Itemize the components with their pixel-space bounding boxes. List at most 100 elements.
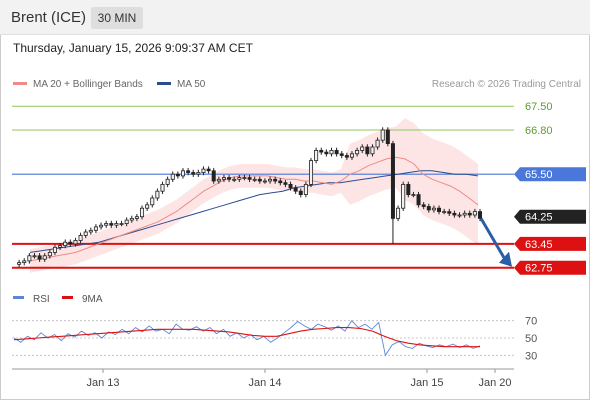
candle-body bbox=[124, 219, 129, 224]
candle-body bbox=[268, 178, 273, 182]
x-tick-label: Jan 14 bbox=[248, 377, 281, 389]
level-label-62.75: 62.75 bbox=[525, 263, 553, 275]
rsi-tick-70: 70 bbox=[525, 316, 537, 328]
candle-body bbox=[88, 229, 93, 233]
ma20-swatch-icon bbox=[13, 81, 27, 85]
rsi-legend-label: RSI bbox=[33, 294, 50, 305]
rsi-legend-swatch-icon bbox=[13, 296, 24, 299]
bollinger-band-area bbox=[30, 118, 478, 273]
candle-body bbox=[63, 241, 68, 246]
x-tick-label: Jan 13 bbox=[86, 377, 119, 389]
level-tag-63.45 bbox=[514, 236, 586, 251]
candle-body bbox=[319, 149, 324, 153]
timestamp: Thursday, January 15, 2026 9:09:37 AM CE… bbox=[13, 41, 253, 55]
candle-body bbox=[227, 177, 232, 180]
candle-body bbox=[73, 240, 78, 245]
candle-body bbox=[283, 182, 288, 185]
candle-body bbox=[78, 234, 83, 241]
candle-body bbox=[375, 139, 380, 148]
legend-ma50: MA 50 bbox=[157, 79, 205, 90]
candle-body bbox=[58, 245, 63, 248]
candle-body bbox=[27, 255, 32, 262]
level-tag-62.75 bbox=[514, 260, 586, 275]
level-tag-65.50 bbox=[514, 167, 586, 182]
candle-body bbox=[83, 231, 88, 236]
candle-body bbox=[365, 146, 370, 155]
rsi-series-rsi bbox=[13, 319, 481, 357]
candle-body bbox=[150, 197, 155, 206]
level-label-67.50: 67.50 bbox=[525, 101, 553, 113]
candle-body bbox=[339, 153, 344, 156]
x-tick-label: Jan 20 bbox=[478, 377, 511, 389]
candle-body bbox=[119, 223, 124, 225]
candle-body bbox=[437, 207, 442, 212]
rsi-tick-30: 30 bbox=[525, 350, 537, 362]
candle-body bbox=[370, 146, 375, 155]
candle-body bbox=[109, 223, 114, 226]
legend-ma20-label: MA 20 + Bollinger Bands bbox=[33, 79, 143, 90]
candle-body bbox=[431, 207, 436, 211]
candle-body bbox=[401, 183, 406, 209]
candle-body bbox=[349, 153, 354, 158]
candle-body bbox=[309, 160, 314, 185]
candle-body bbox=[186, 170, 191, 173]
candle-body bbox=[134, 216, 139, 219]
candle-body bbox=[155, 190, 160, 199]
candle-body bbox=[355, 149, 360, 155]
candle-body bbox=[257, 178, 262, 182]
candle-body bbox=[472, 211, 477, 216]
candle-body bbox=[170, 173, 175, 180]
candle-body bbox=[165, 178, 170, 185]
ma9-legend-swatch-icon bbox=[62, 296, 73, 299]
candle-body bbox=[329, 149, 334, 155]
candle-body bbox=[298, 190, 303, 195]
candle-body bbox=[344, 155, 349, 158]
candle-body bbox=[421, 204, 426, 207]
candle-body bbox=[314, 149, 319, 161]
candle-body bbox=[242, 177, 247, 180]
legend-ma20: MA 20 + Bollinger Bands bbox=[13, 79, 143, 90]
legend-ma50-label: MA 50 bbox=[177, 79, 206, 90]
candle-body bbox=[93, 226, 98, 231]
candle-body bbox=[273, 178, 278, 182]
candle-body bbox=[201, 168, 206, 173]
candle-body bbox=[477, 211, 482, 219]
candle-body bbox=[221, 177, 226, 180]
candle-body bbox=[114, 223, 119, 226]
candle-body bbox=[252, 178, 257, 181]
candle-body bbox=[457, 214, 462, 217]
candle-body bbox=[293, 187, 298, 192]
candle-body bbox=[206, 168, 211, 172]
rsi-tick-50: 50 bbox=[525, 333, 537, 345]
candle-body bbox=[22, 260, 27, 263]
candle-body bbox=[426, 206, 431, 211]
candle-body bbox=[442, 211, 447, 214]
level-tag-64.25 bbox=[514, 209, 586, 224]
candle-body bbox=[68, 241, 73, 245]
level-label-66.80: 66.80 bbox=[525, 125, 553, 137]
candle-body bbox=[17, 262, 22, 265]
candle-body bbox=[303, 183, 308, 195]
ma50-line bbox=[29, 170, 479, 253]
candle-body bbox=[52, 246, 57, 253]
candle-body bbox=[406, 183, 411, 195]
candle-body bbox=[462, 212, 467, 216]
candle-body bbox=[334, 149, 339, 155]
ma9-legend-label: 9MA bbox=[82, 294, 103, 305]
candle-body bbox=[467, 212, 472, 216]
credit: Research © 2026 Trading Central bbox=[431, 79, 581, 90]
candle-body bbox=[175, 173, 180, 177]
x-tick-label: Jan 15 bbox=[410, 377, 443, 389]
level-label-65.50: 65.50 bbox=[525, 169, 553, 181]
projection-arrow-line bbox=[479, 217, 506, 259]
candle-body bbox=[452, 212, 457, 216]
candle-body bbox=[191, 172, 196, 175]
interval-button[interactable]: 30 MIN bbox=[91, 7, 143, 29]
instrument-title: Brent (ICE) bbox=[11, 9, 87, 26]
candle-body bbox=[180, 170, 185, 177]
candle-body bbox=[385, 129, 390, 144]
ma50-swatch-icon bbox=[157, 81, 171, 85]
candle-body bbox=[278, 180, 283, 184]
candle-body bbox=[42, 255, 47, 260]
